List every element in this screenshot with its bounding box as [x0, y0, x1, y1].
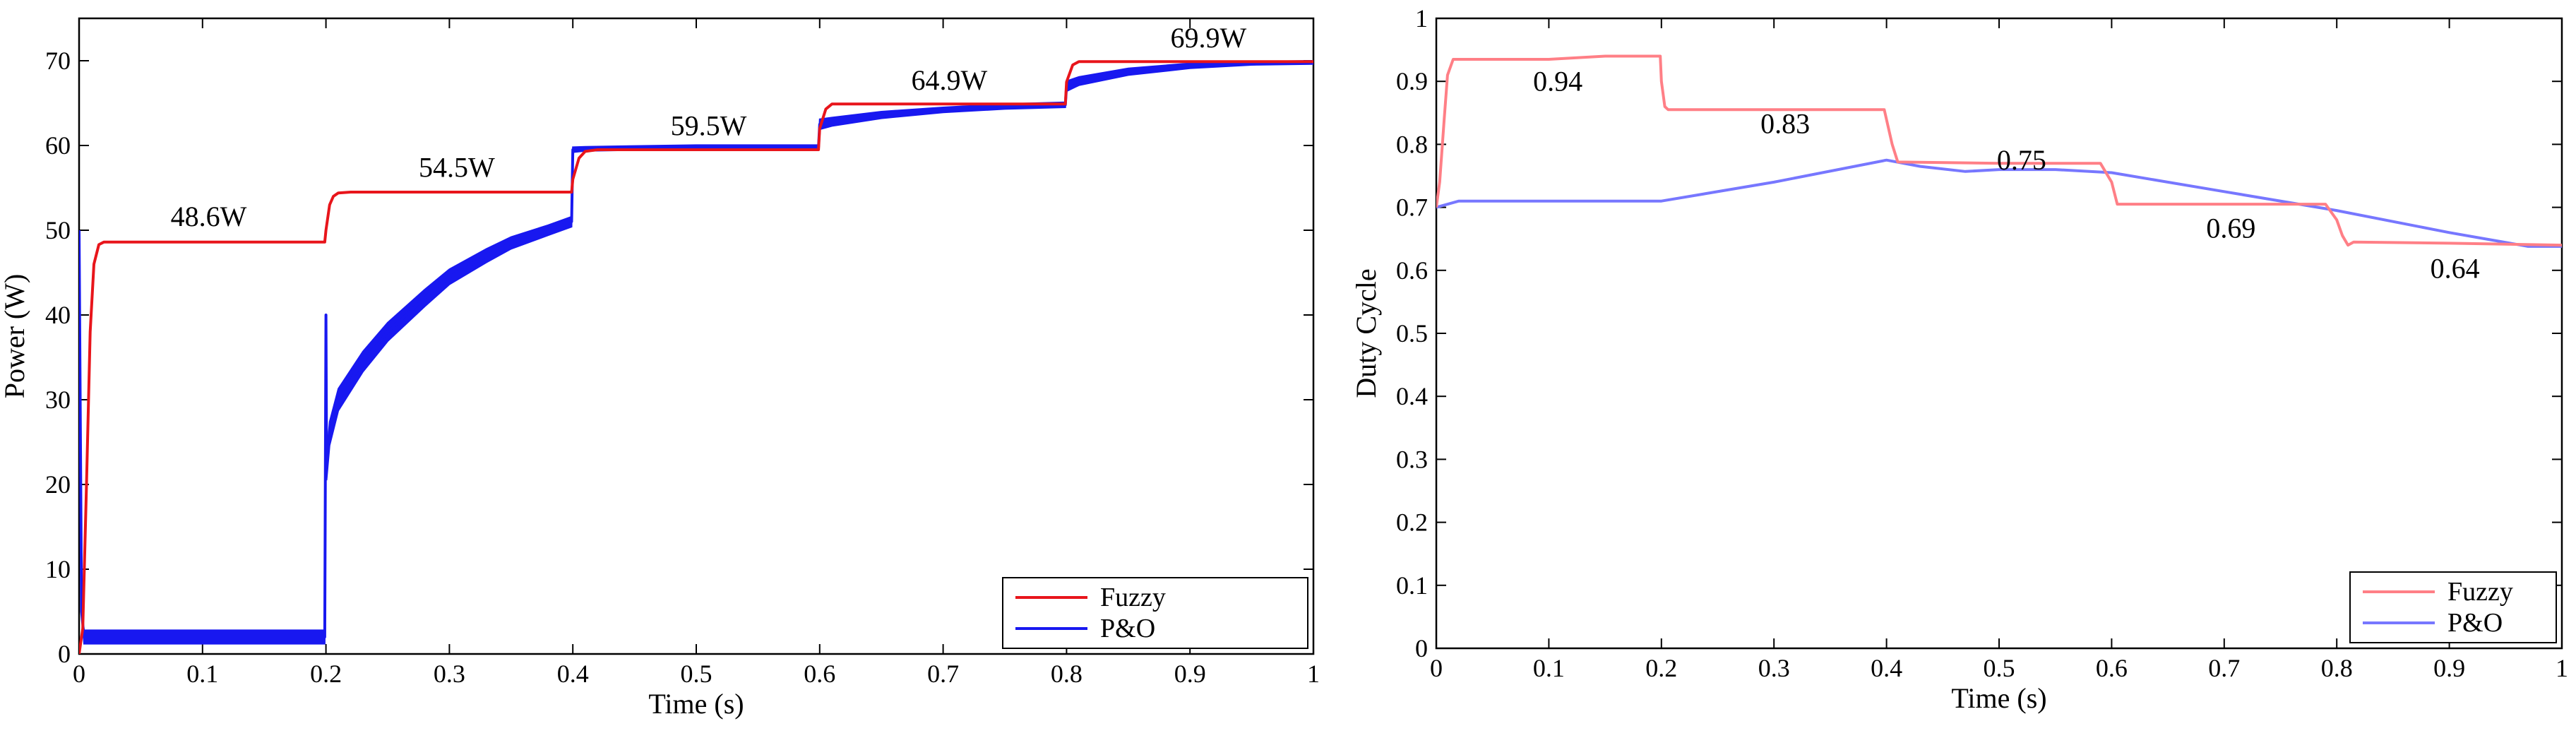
- y-tick-label: 0.3: [1396, 445, 1428, 473]
- legend-box: [2349, 571, 2557, 643]
- y-axis-title: Power (W): [0, 274, 30, 399]
- y-tick-label: 0.8: [1396, 130, 1428, 158]
- y-tick-label: 50: [45, 216, 71, 244]
- x-tick-label: 0.3: [1758, 654, 1790, 682]
- x-tick-label: 0.1: [1533, 654, 1565, 682]
- power-chart: 0 0.1 0.2 0.3 0.4 0.5 0.6 0.7 0.8 0.9 101020304050…: [0, 17, 1320, 720]
- x-tick-label: 1: [2556, 654, 2568, 682]
- y-tick-label: 60: [45, 131, 71, 160]
- x-tick-label: 1: [1307, 660, 1320, 688]
- plot-area-frame: [1435, 17, 2563, 650]
- plot-area-frame: [78, 17, 1315, 655]
- x-tick-label: 0.2: [1645, 654, 1677, 682]
- x-tick-label: 0.9: [2433, 654, 2465, 682]
- legend-label: Fuzzy: [1100, 583, 1166, 612]
- data-label: 54.5W: [419, 151, 495, 183]
- data-label: 0.75: [1997, 144, 2046, 176]
- y-tick-label: 20: [45, 470, 71, 499]
- data-label: 69.9W: [1171, 22, 1247, 54]
- x-axis-title: Time (s): [648, 688, 744, 720]
- y-tick-label: 0.6: [1396, 256, 1428, 285]
- series-line-fuzzy: [79, 60, 1313, 654]
- y-tick-label: 40: [45, 301, 71, 329]
- y-tick-label: 1: [1415, 4, 1428, 32]
- y-tick-label: 0.7: [1396, 194, 1428, 222]
- series-band-po: [79, 59, 1313, 645]
- series-layer: [1436, 54, 2562, 248]
- x-tick-label: 0.6: [2096, 654, 2128, 682]
- y-axis-title: Duty Cycle: [1350, 268, 1382, 398]
- x-tick-label: 0: [1430, 654, 1443, 682]
- x-tick-label: 0.3: [434, 660, 465, 688]
- series-line-po: [1436, 158, 2562, 248]
- legend-label: P&O: [2447, 608, 2503, 638]
- x-tick-label: 0.8: [1051, 660, 1083, 688]
- x-tick-label: 0.1: [186, 660, 218, 688]
- y-tick-label: 0.2: [1396, 508, 1428, 537]
- x-tick-label: 0.2: [310, 660, 342, 688]
- y-tick-label: 0: [58, 640, 71, 668]
- y-tick-label: 0.9: [1396, 67, 1428, 95]
- data-label: 0.94: [1533, 66, 1582, 97]
- x-tick-label: 0.7: [927, 660, 959, 688]
- x-tick-label: 0.5: [681, 660, 712, 688]
- y-tick-label: 0.1: [1396, 571, 1428, 600]
- y-tick-label: 0.5: [1396, 319, 1428, 347]
- data-label: 64.9W: [911, 64, 987, 96]
- x-tick-label: 0.7: [2208, 654, 2240, 682]
- legend-box: [1002, 577, 1308, 649]
- y-tick-label: 0: [1415, 634, 1428, 662]
- series-layer: [79, 59, 1313, 654]
- series-line-fuzzy: [1436, 54, 2562, 247]
- x-tick-label: 0.9: [1174, 660, 1206, 688]
- data-label: 59.5W: [671, 110, 747, 142]
- duty-cycle-chart: 0 0.1 0.2 0.3 0.4 0.5 0.6 0.7 0.8 0.9 1 0 0.1 0.2 0.3 0…: [1350, 4, 2568, 714]
- x-tick-label: 0.6: [804, 660, 835, 688]
- y-tick-label: 70: [45, 47, 71, 75]
- x-tick-label: 0.4: [557, 660, 589, 688]
- legend-label: Fuzzy: [2447, 577, 2513, 607]
- x-tick-label: 0.8: [2321, 654, 2353, 682]
- legend-label: P&O: [1100, 614, 1155, 643]
- data-label: 48.6W: [171, 201, 247, 232]
- data-label: 0.64: [2431, 253, 2480, 285]
- x-tick-label: 0: [73, 660, 85, 688]
- y-tick-label: 0.4: [1396, 382, 1428, 410]
- y-tick-label: 10: [45, 555, 71, 583]
- y-tick-label: 30: [45, 386, 71, 414]
- x-tick-label: 0.5: [1984, 654, 2015, 682]
- x-axis-title: Time (s): [1951, 682, 2046, 714]
- data-label: 0.69: [2206, 212, 2255, 244]
- x-tick-label: 0.4: [1871, 654, 1902, 682]
- data-label: 0.83: [1760, 107, 1810, 139]
